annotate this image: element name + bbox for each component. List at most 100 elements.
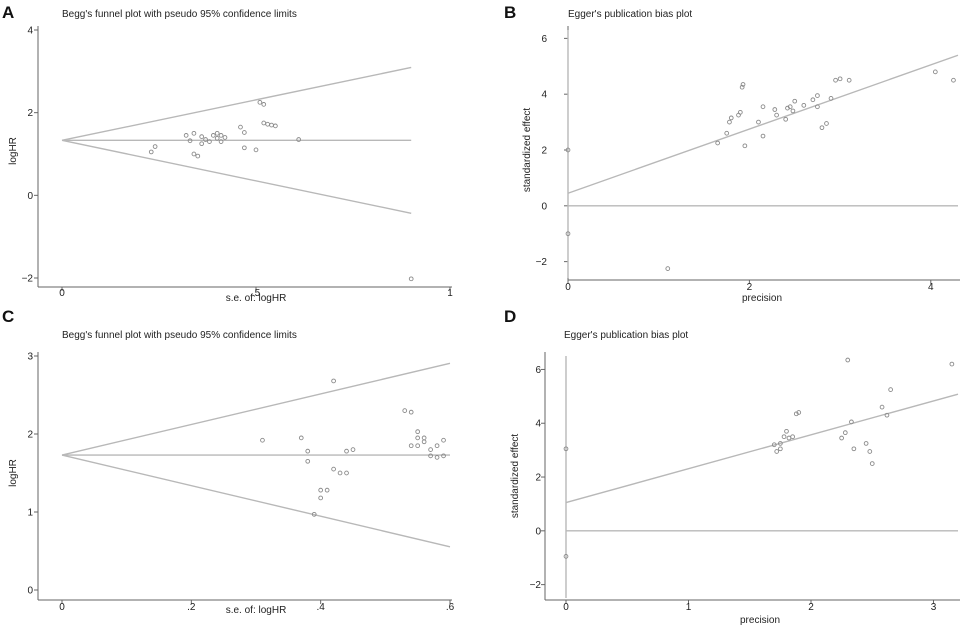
data-point [415, 435, 421, 441]
data-point [756, 119, 761, 125]
data-point [728, 115, 734, 121]
data-point [428, 453, 433, 459]
data-point [845, 357, 851, 363]
data-point [298, 435, 304, 441]
data-point [863, 441, 869, 446]
chart-title-b: Egger's publication bias plot [568, 9, 692, 20]
data-point [727, 119, 732, 125]
y-tick-label: 2 [27, 108, 33, 119]
x-tick-label: .2 [187, 602, 196, 613]
data-point [261, 120, 267, 126]
data-point [949, 361, 955, 367]
data-point [210, 133, 216, 138]
data-point [434, 455, 440, 460]
data-point [792, 98, 798, 104]
data-point [421, 439, 427, 445]
x-tick-label: 2 [747, 282, 753, 293]
data-point [869, 461, 875, 466]
data-point [760, 133, 766, 139]
x-tick-label: 0 [565, 282, 571, 293]
data-point [783, 116, 789, 122]
data-point [849, 419, 854, 425]
x-tick-label: .6 [446, 602, 455, 613]
x-axis-label-c: s.e. of: logHR [226, 605, 287, 616]
data-point [238, 124, 243, 130]
panel-letter-a: A [2, 3, 14, 22]
data-point [846, 77, 852, 83]
data-point [951, 77, 956, 83]
panel-d: D Egger's publication bias plot precisio… [504, 307, 960, 626]
data-point [318, 487, 324, 493]
data-point [839, 435, 844, 441]
data-point [261, 102, 267, 107]
data-point [218, 139, 224, 144]
y-tick-label: 3 [27, 352, 33, 363]
data-point [884, 412, 890, 418]
y-tick-label: −2 [536, 257, 548, 268]
data-point [833, 77, 838, 83]
data-point [187, 138, 193, 144]
data-point [867, 449, 873, 454]
data-point [742, 143, 748, 149]
data-point [183, 133, 189, 138]
data-point [421, 435, 427, 441]
data-point [191, 151, 197, 157]
y-tick-label: 1 [27, 508, 33, 519]
y-axis-label-d: standardized effect [510, 434, 521, 519]
data-point [879, 404, 885, 410]
data-point [774, 449, 780, 454]
data-point [428, 447, 433, 452]
data-point [199, 134, 205, 139]
data-point [787, 104, 793, 110]
data-point [311, 511, 317, 517]
y-tick-label: 0 [541, 201, 547, 212]
panel-letter-d: D [504, 307, 516, 326]
data-point [790, 108, 796, 114]
x-tick-label: 1 [447, 288, 453, 299]
data-point [888, 387, 893, 392]
y-tick-label: 2 [541, 146, 547, 157]
y-axis-label-b: standardized effect [522, 108, 533, 193]
data-point [851, 446, 857, 452]
data-point [778, 441, 783, 446]
data-point [337, 470, 343, 476]
y-tick-label: 4 [535, 419, 541, 430]
data-point [242, 130, 247, 135]
data-point [331, 466, 336, 472]
data-point [790, 434, 795, 440]
data-point [408, 409, 414, 415]
chart-title-c: Begg's funnel plot with pseudo 95% confi… [62, 330, 297, 341]
data-point [828, 96, 834, 101]
data-point [774, 112, 779, 118]
data-point [214, 130, 220, 136]
x-axis-label-d: precision [740, 615, 780, 626]
data-point [784, 428, 789, 434]
data-point [781, 434, 787, 440]
data-point [152, 144, 158, 149]
data-point [344, 470, 349, 476]
data-point [296, 137, 302, 142]
data-point [305, 448, 311, 454]
data-point [402, 408, 408, 413]
upper-confidence-limit [61, 66, 412, 142]
data-point [441, 437, 446, 443]
panel-b: B Egger's publication bias plot precisio… [504, 3, 960, 304]
data-point [760, 104, 766, 110]
x-tick-label: 0 [59, 288, 65, 299]
regression-line [567, 54, 959, 194]
data-point [778, 446, 783, 452]
x-tick-label: 0 [59, 602, 65, 613]
lower-confidence-limit [61, 454, 451, 548]
chart-title-d: Egger's publication bias plot [564, 330, 688, 341]
data-point [563, 446, 569, 452]
data-point [415, 429, 421, 435]
data-point [739, 84, 745, 90]
y-tick-label: 2 [27, 430, 33, 441]
data-point [824, 121, 829, 126]
data-point [350, 447, 356, 452]
data-point [415, 443, 421, 449]
data-point [724, 130, 730, 136]
x-tick-label: 2 [808, 602, 814, 613]
data-point [815, 93, 820, 98]
